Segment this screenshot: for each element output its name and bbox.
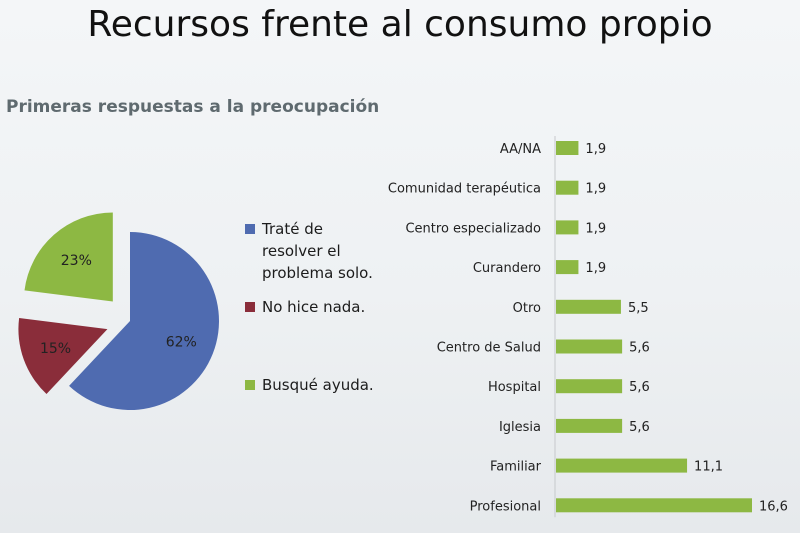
bar-aa-na xyxy=(556,141,579,155)
legend-label-ayuda: Busqué ayuda. xyxy=(262,376,374,394)
data-label-hospital: 5,6 xyxy=(629,380,650,395)
tick-label-otro: Otro xyxy=(513,301,541,316)
chart-subtitle: Primeras respuestas a la preocupación xyxy=(6,97,380,117)
legend-swatch-blue xyxy=(245,224,255,234)
tick-label-familiar: Familiar xyxy=(490,460,542,475)
bar-iglesia xyxy=(556,418,623,433)
bar-otro xyxy=(556,299,621,314)
tick-label-iglesia: Iglesia xyxy=(499,420,541,435)
data-label-aa-na: 1,9 xyxy=(585,142,606,157)
pie-slice-ayuda xyxy=(24,212,113,302)
bar-profesional xyxy=(556,498,752,513)
data-label-centro-especializado: 1,9 xyxy=(585,221,606,236)
bar-familiar xyxy=(556,458,688,473)
tick-label-aa-na: AA/NA xyxy=(500,142,541,157)
pie-slice-solo xyxy=(69,232,219,410)
tick-label-comunidad-terapeutica: Comunidad terapéutica xyxy=(388,182,541,197)
pie-label-solo: 62% xyxy=(166,334,197,350)
data-label-familiar: 11,1 xyxy=(694,460,723,475)
pie-label-ayuda: 23% xyxy=(61,253,92,269)
legend-label-nada: No hice nada. xyxy=(262,298,366,316)
tick-label-hospital: Hospital xyxy=(488,380,541,395)
data-label-iglesia: 5,6 xyxy=(629,420,650,435)
bar-centro-de-salud xyxy=(556,339,623,354)
pie-chart: 62% 15% 23% xyxy=(18,212,219,410)
legend-item-solo: Traté de resolver el problema solo. xyxy=(245,218,380,284)
tick-label-centro-de-salud: Centro de Salud xyxy=(437,341,541,356)
tick-label-profesional: Profesional xyxy=(470,499,541,514)
data-label-profesional: 16,6 xyxy=(759,499,788,514)
bar-chart: AA/NA 1,9 Comunidad terapéutica 1,9 Centro e… xyxy=(388,136,788,518)
legend-item-nada: No hice nada. xyxy=(245,296,380,318)
legend-swatch-red xyxy=(245,302,255,312)
pie-label-nada: 15% xyxy=(40,341,71,357)
tick-label-curandero: Curandero xyxy=(473,261,541,276)
data-label-otro: 5,5 xyxy=(628,301,649,316)
legend-item-ayuda: Busqué ayuda. xyxy=(245,374,380,396)
data-label-comunidad-terapeutica: 1,9 xyxy=(585,182,606,197)
legend-label-solo: Traté de resolver el problema solo. xyxy=(262,220,373,282)
bar-centro-especializado xyxy=(556,220,579,235)
slide-title: Recursos frente al consumo propio xyxy=(87,4,713,45)
bar-curandero xyxy=(556,260,579,275)
data-label-curandero: 1,9 xyxy=(585,261,606,276)
bar-comunidad-terapeutica xyxy=(556,180,579,195)
data-label-centro-de-salud: 5,6 xyxy=(629,341,650,356)
legend-swatch-green xyxy=(245,380,255,390)
pie-slice-nada xyxy=(18,317,108,395)
bar-hospital xyxy=(556,379,623,394)
tick-label-centro-especializado: Centro especializado xyxy=(405,221,541,236)
